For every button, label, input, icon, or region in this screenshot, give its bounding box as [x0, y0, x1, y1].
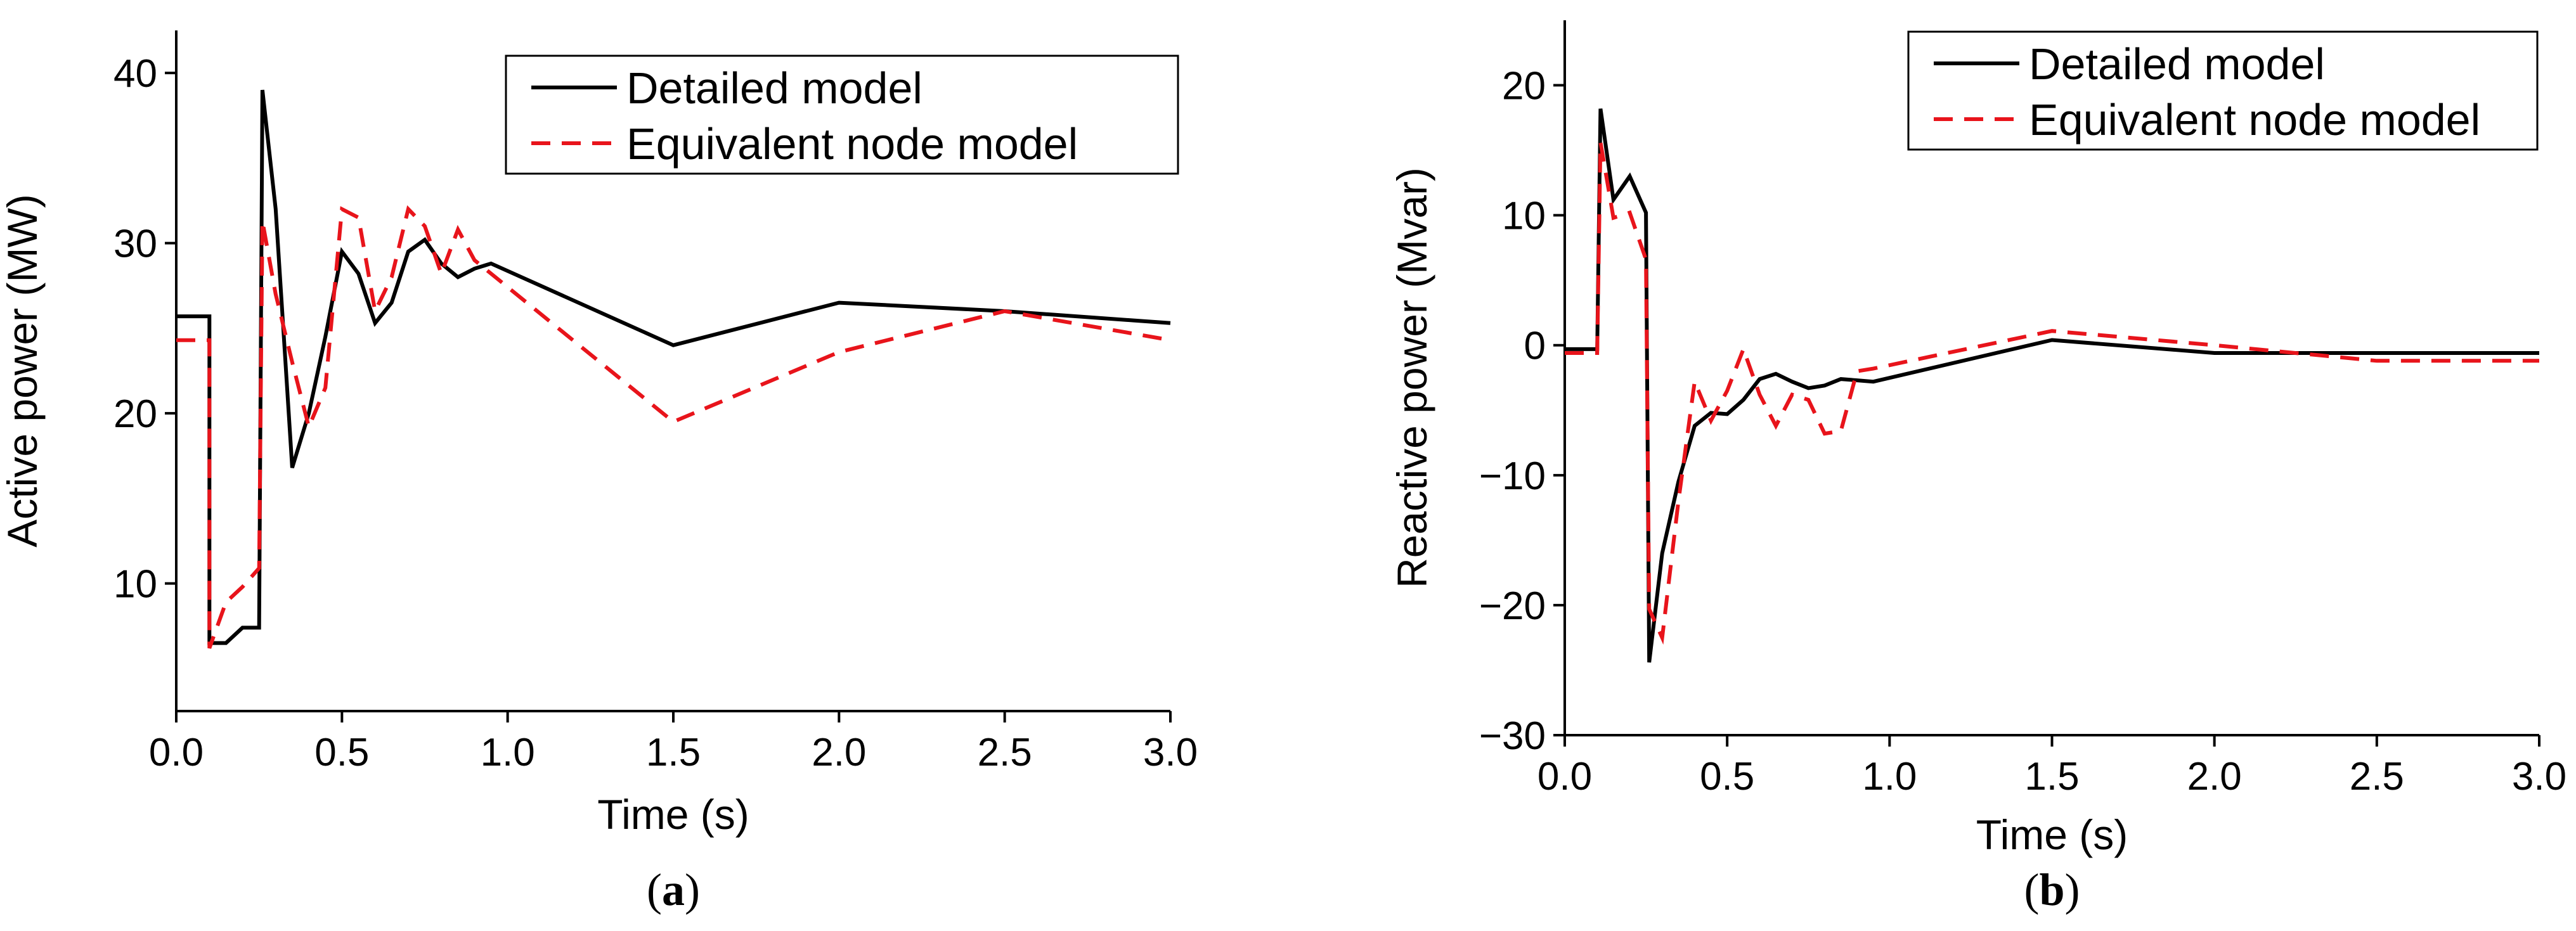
legend-box: [1907, 30, 2539, 151]
x-tick-label: 1.5: [2024, 755, 2079, 799]
y-tick-label: −20: [1479, 584, 1546, 628]
legend-label: Equivalent node model: [626, 119, 1078, 169]
x-tick-label: 0.5: [314, 731, 369, 774]
y-axis-title: Reactive power (Mvar): [1388, 167, 1435, 588]
x-tick-label: 1.0: [481, 731, 535, 774]
legend-label: Equivalent node model: [2029, 95, 2480, 144]
y-tick-label: 0: [1524, 324, 1546, 368]
y-tick-label: 30: [113, 222, 157, 266]
legend-label: Detailed model: [2029, 39, 2325, 89]
x-tick-label: 1.5: [646, 731, 701, 774]
x-tick-label: 2.5: [978, 731, 1032, 774]
x-axis-title: Time (s): [1976, 811, 2128, 858]
x-tick-label: 0.0: [1537, 755, 1592, 799]
equivalent-node-model-line: [1565, 142, 2539, 645]
y-tick-label: −30: [1479, 714, 1546, 758]
x-axis-title: Time (s): [597, 791, 749, 838]
detailed-model-line: [1565, 108, 2539, 663]
y-tick-label: 20: [1502, 65, 1546, 108]
y-tick-label: −10: [1479, 454, 1546, 498]
x-tick-label: 2.0: [812, 731, 866, 774]
y-tick-label: 10: [1502, 195, 1546, 238]
x-tick-label: 2.5: [2350, 755, 2404, 799]
x-tick-label: 3.0: [2512, 755, 2566, 799]
equivalent-node-model-line: [176, 205, 1171, 649]
legend-label: Detailed model: [626, 63, 922, 113]
y-axis-title: Active power (MW): [0, 194, 46, 547]
chart-b: 0.0 0.5 1.0 1.5 2.0 2.5 3.0 −30 −20 −10 0 10 20 Time …: [1388, 20, 2566, 915]
chart-a: 0.0 0.5 1.0 1.5 2.0 2.5 3.0 10 20 30 40 Time (s) Act…: [0, 30, 1198, 915]
panel-label: (b): [2024, 864, 2080, 915]
x-tick-label: 3.0: [1143, 731, 1198, 774]
x-tick-label: 0.5: [1700, 755, 1754, 799]
panel-label: (a): [647, 864, 700, 915]
x-tick-label: 1.0: [1862, 755, 1917, 799]
y-tick-label: 20: [113, 392, 157, 436]
x-tick-label: 0.0: [149, 731, 204, 774]
detailed-model-line: [176, 89, 1171, 645]
y-tick-label: 40: [113, 52, 157, 96]
legend-box: [505, 55, 1179, 175]
y-tick-label: 10: [113, 563, 157, 607]
x-tick-label: 2.0: [2187, 755, 2242, 799]
